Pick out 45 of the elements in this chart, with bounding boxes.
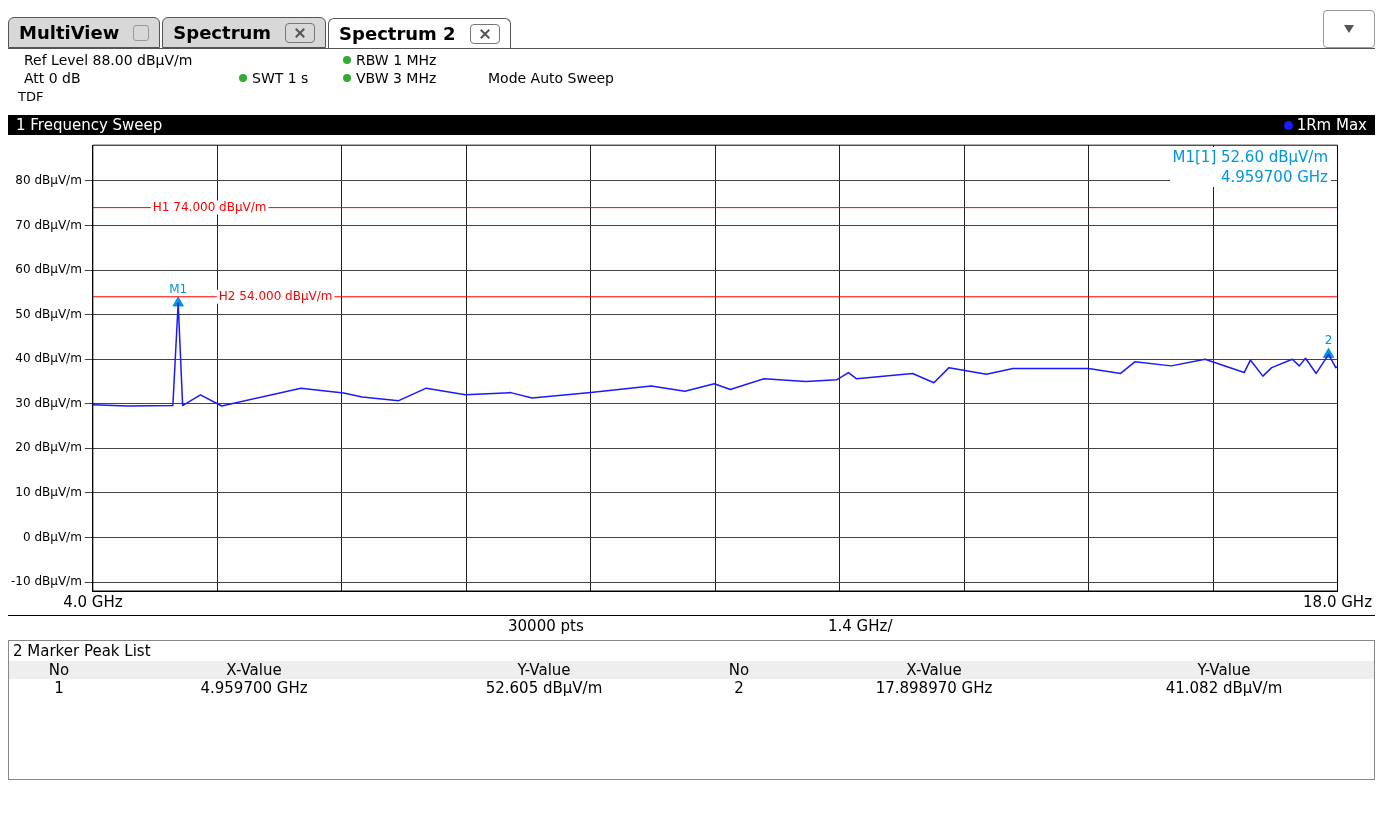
text: 52.605 dBµV/m xyxy=(484,679,604,699)
text: SWT 1 s xyxy=(251,70,309,86)
text: 30000 pts xyxy=(508,617,584,635)
annotation: 2 xyxy=(1324,333,1333,348)
text: 17.898970 GHz xyxy=(874,679,994,699)
text: Spectrum 2 xyxy=(339,23,456,44)
text: 41.082 dBµV/m xyxy=(1164,679,1284,699)
y-tick-label: 10 dBµV/m xyxy=(15,485,82,500)
annotation: M1[1] 52.60 dBµV/m xyxy=(1172,147,1328,167)
text: TDF xyxy=(18,89,44,104)
y-tick-label: 50 dBµV/m xyxy=(15,306,82,321)
chart-title: 1 Frequency Sweep xyxy=(16,116,163,134)
y-tick-label: 30 dBµV/m xyxy=(15,395,82,410)
y-tick-label: -10 dBµV/m xyxy=(11,574,82,589)
text: Y-Value xyxy=(1196,661,1252,679)
y-tick-label: 40 dBµV/m xyxy=(15,351,82,366)
ref-line-label: H1 74.000 dBµV/m xyxy=(152,199,267,214)
text: Ref Level 88.00 dBµV/m xyxy=(24,52,193,68)
text: RBW 1 MHz xyxy=(355,52,437,68)
y-tick-label: 70 dBµV/m xyxy=(15,217,82,232)
text: 2 xyxy=(733,679,745,699)
text: MultiView xyxy=(19,22,120,43)
x-tick-label: 18.0 GHz xyxy=(1303,592,1373,611)
y-tick-label: 80 dBµV/m xyxy=(15,172,82,187)
text: 2 Marker Peak List xyxy=(12,641,152,661)
text: Att 0 dB xyxy=(24,70,81,86)
y-tick-label: 20 dBµV/m xyxy=(15,440,82,455)
text: 1.4 GHz/ xyxy=(828,617,893,635)
text: 1 xyxy=(53,679,65,699)
text: Y-Value xyxy=(516,661,572,679)
text: 4.959700 GHz xyxy=(199,679,309,699)
y-tick-label: 0 dBµV/m xyxy=(22,529,82,544)
text: X-Value xyxy=(905,661,963,679)
text: X-Value xyxy=(225,661,283,679)
text: No xyxy=(47,661,71,679)
text: VBW 3 MHz xyxy=(355,70,437,86)
annotation: 4.959700 GHz xyxy=(1219,167,1328,187)
text: Spectrum xyxy=(173,22,272,43)
legend-label: 1Rm Max xyxy=(1295,116,1367,134)
y-tick-label: 60 dBµV/m xyxy=(15,262,82,277)
annotation: M1 xyxy=(169,282,188,297)
text: No xyxy=(727,661,751,679)
ref-line-label: H2 54.000 dBµV/m xyxy=(218,288,333,303)
x-tick-label: 4.0 GHz xyxy=(63,592,123,611)
text: Mode Auto Sweep xyxy=(488,70,614,86)
